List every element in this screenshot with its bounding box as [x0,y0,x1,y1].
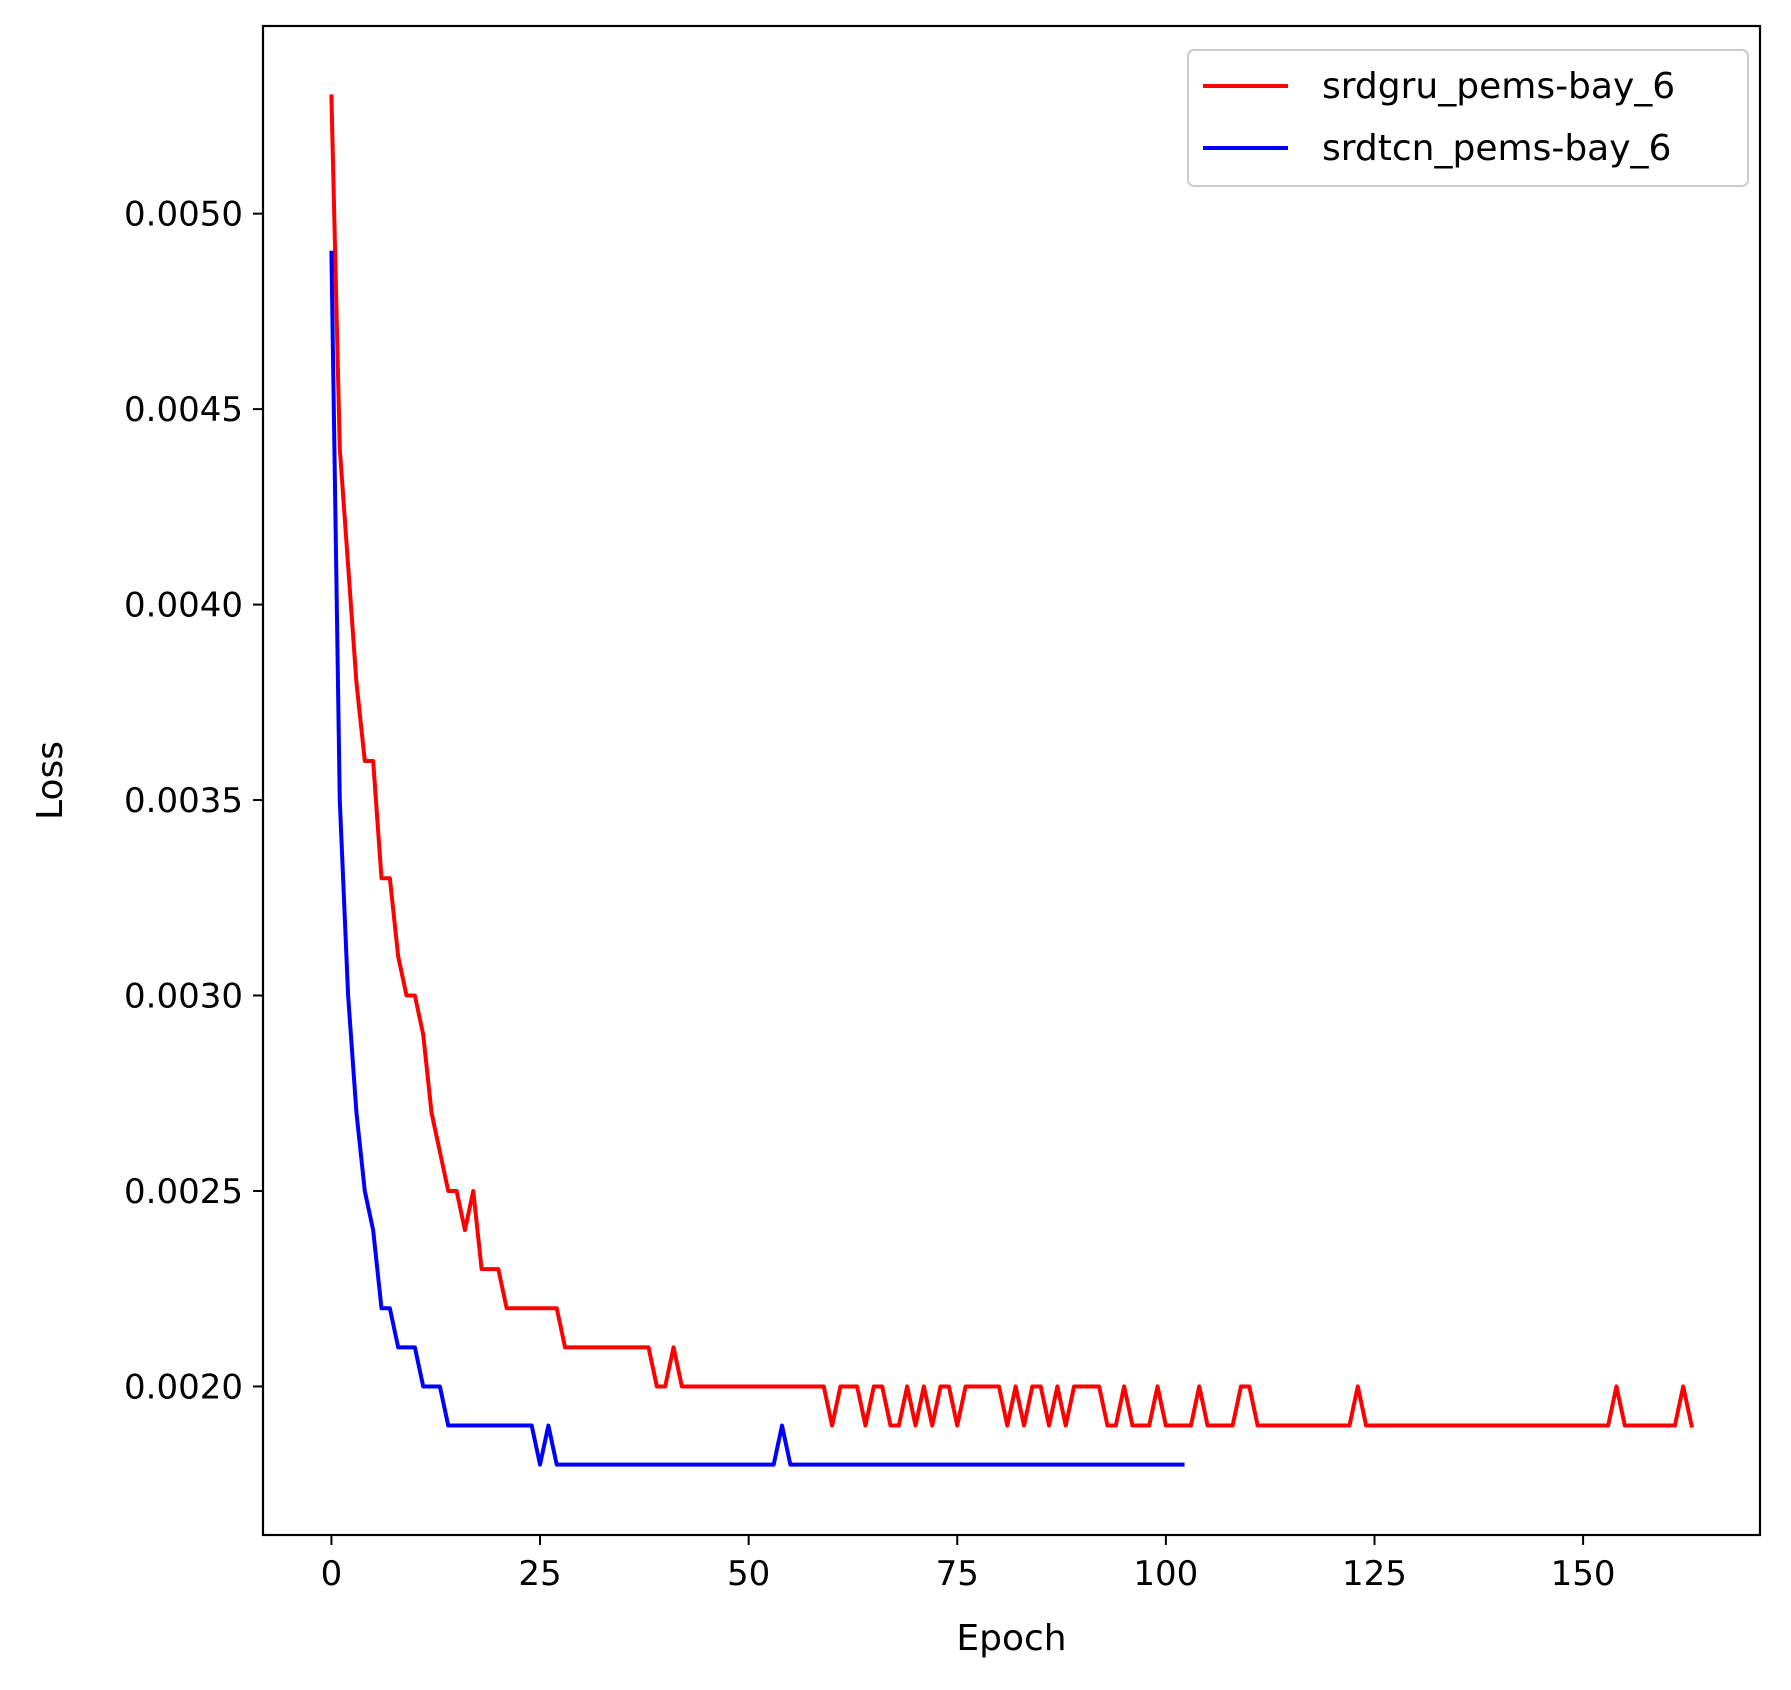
x-tick-label: 0 [321,1554,343,1594]
plot-frame [261,24,1762,1537]
series-line-srdtcn [329,250,1185,1467]
y-tick-label: 0.0040 [124,586,243,626]
series-layer [329,94,1694,1467]
y-axis-label: Loss [30,741,71,820]
legend-label-srdtcn: srdtcn_pems-bay_6 [1322,128,1671,169]
x-tick-label: 25 [518,1554,561,1594]
series-line-srdgru [329,94,1694,1428]
legend-box [1187,49,1749,187]
y-tick-label: 0.0020 [124,1367,243,1407]
x-axis: 0 25 50 75 100 125 150 [321,1535,1616,1594]
y-tick-label: 0.0025 [124,1172,243,1212]
y-tick-label: 0.0030 [124,977,243,1017]
legend: srdgru_pems-bay_6 srdtcn_pems-bay_6 [1187,49,1749,187]
x-tick-label: 75 [936,1554,979,1594]
x-tick-label: 100 [1133,1554,1198,1594]
y-tick-label: 0.0035 [124,781,243,821]
y-tick-label: 0.0050 [124,195,243,235]
x-tick-label: 150 [1551,1554,1616,1594]
x-tick-label: 125 [1342,1554,1407,1594]
y-axis: 0.0020 0.0025 0.0030 0.0035 0.0040 0.0045 0.00… [124,195,263,1407]
y-tick-label: 0.0045 [124,390,243,430]
x-axis-label: Epoch [956,1618,1066,1659]
legend-label-srdgru: srdgru_pems-bay_6 [1322,66,1675,107]
x-tick-label: 50 [727,1554,770,1594]
